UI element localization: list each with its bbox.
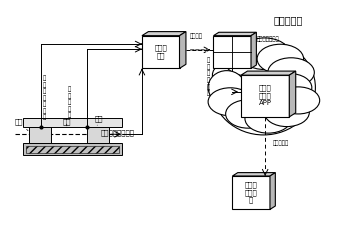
Text: 工业互联网: 工业互联网	[272, 141, 289, 146]
Ellipse shape	[257, 44, 304, 74]
Text: 人工监
测客户
端: 人工监 测客户 端	[244, 182, 257, 203]
Text: 转子: 转子	[14, 118, 28, 131]
Ellipse shape	[212, 40, 316, 135]
Polygon shape	[142, 32, 186, 36]
Polygon shape	[214, 36, 251, 68]
Polygon shape	[241, 71, 296, 75]
Text: 数采计
算机: 数采计 算机	[154, 44, 167, 59]
Polygon shape	[270, 173, 275, 209]
Ellipse shape	[226, 100, 271, 128]
Ellipse shape	[239, 38, 290, 69]
Bar	[87, 127, 109, 143]
Ellipse shape	[208, 71, 245, 104]
Polygon shape	[142, 36, 180, 68]
Ellipse shape	[277, 87, 320, 114]
Polygon shape	[232, 173, 275, 176]
Text: 振
动
传
感
器: 振 动 传 感 器	[68, 87, 71, 118]
Text: 工业私有云: 工业私有云	[274, 15, 303, 25]
Ellipse shape	[267, 74, 312, 101]
Ellipse shape	[264, 98, 309, 127]
Polygon shape	[289, 71, 296, 117]
Text: 存算计算服务器: 存算计算服务器	[256, 36, 279, 42]
Text: 油
膜
振
动
传
感
器: 油 膜 振 动 传 感 器	[43, 76, 46, 121]
Text: 壳体: 壳体	[94, 116, 103, 125]
Polygon shape	[251, 32, 256, 68]
Text: 特
征
分
析
结
果: 特 征 分 析 结 果	[207, 58, 210, 96]
Bar	[29, 127, 51, 143]
Polygon shape	[232, 176, 270, 209]
Bar	[23, 143, 122, 155]
Bar	[23, 118, 122, 127]
Text: 无线传输: 无线传输	[190, 33, 203, 39]
Text: 工业数
据分析
APP: 工业数 据分析 APP	[259, 85, 272, 106]
Bar	[27, 146, 119, 153]
Ellipse shape	[245, 104, 292, 133]
Text: 轴承: 轴承	[62, 118, 71, 126]
Polygon shape	[180, 32, 186, 68]
Polygon shape	[214, 32, 256, 36]
Ellipse shape	[208, 88, 252, 116]
Ellipse shape	[213, 60, 261, 91]
Text: 非接触转速传感器: 非接触转速传感器	[101, 129, 135, 136]
Ellipse shape	[224, 45, 274, 76]
Polygon shape	[241, 75, 289, 117]
Ellipse shape	[268, 58, 314, 87]
